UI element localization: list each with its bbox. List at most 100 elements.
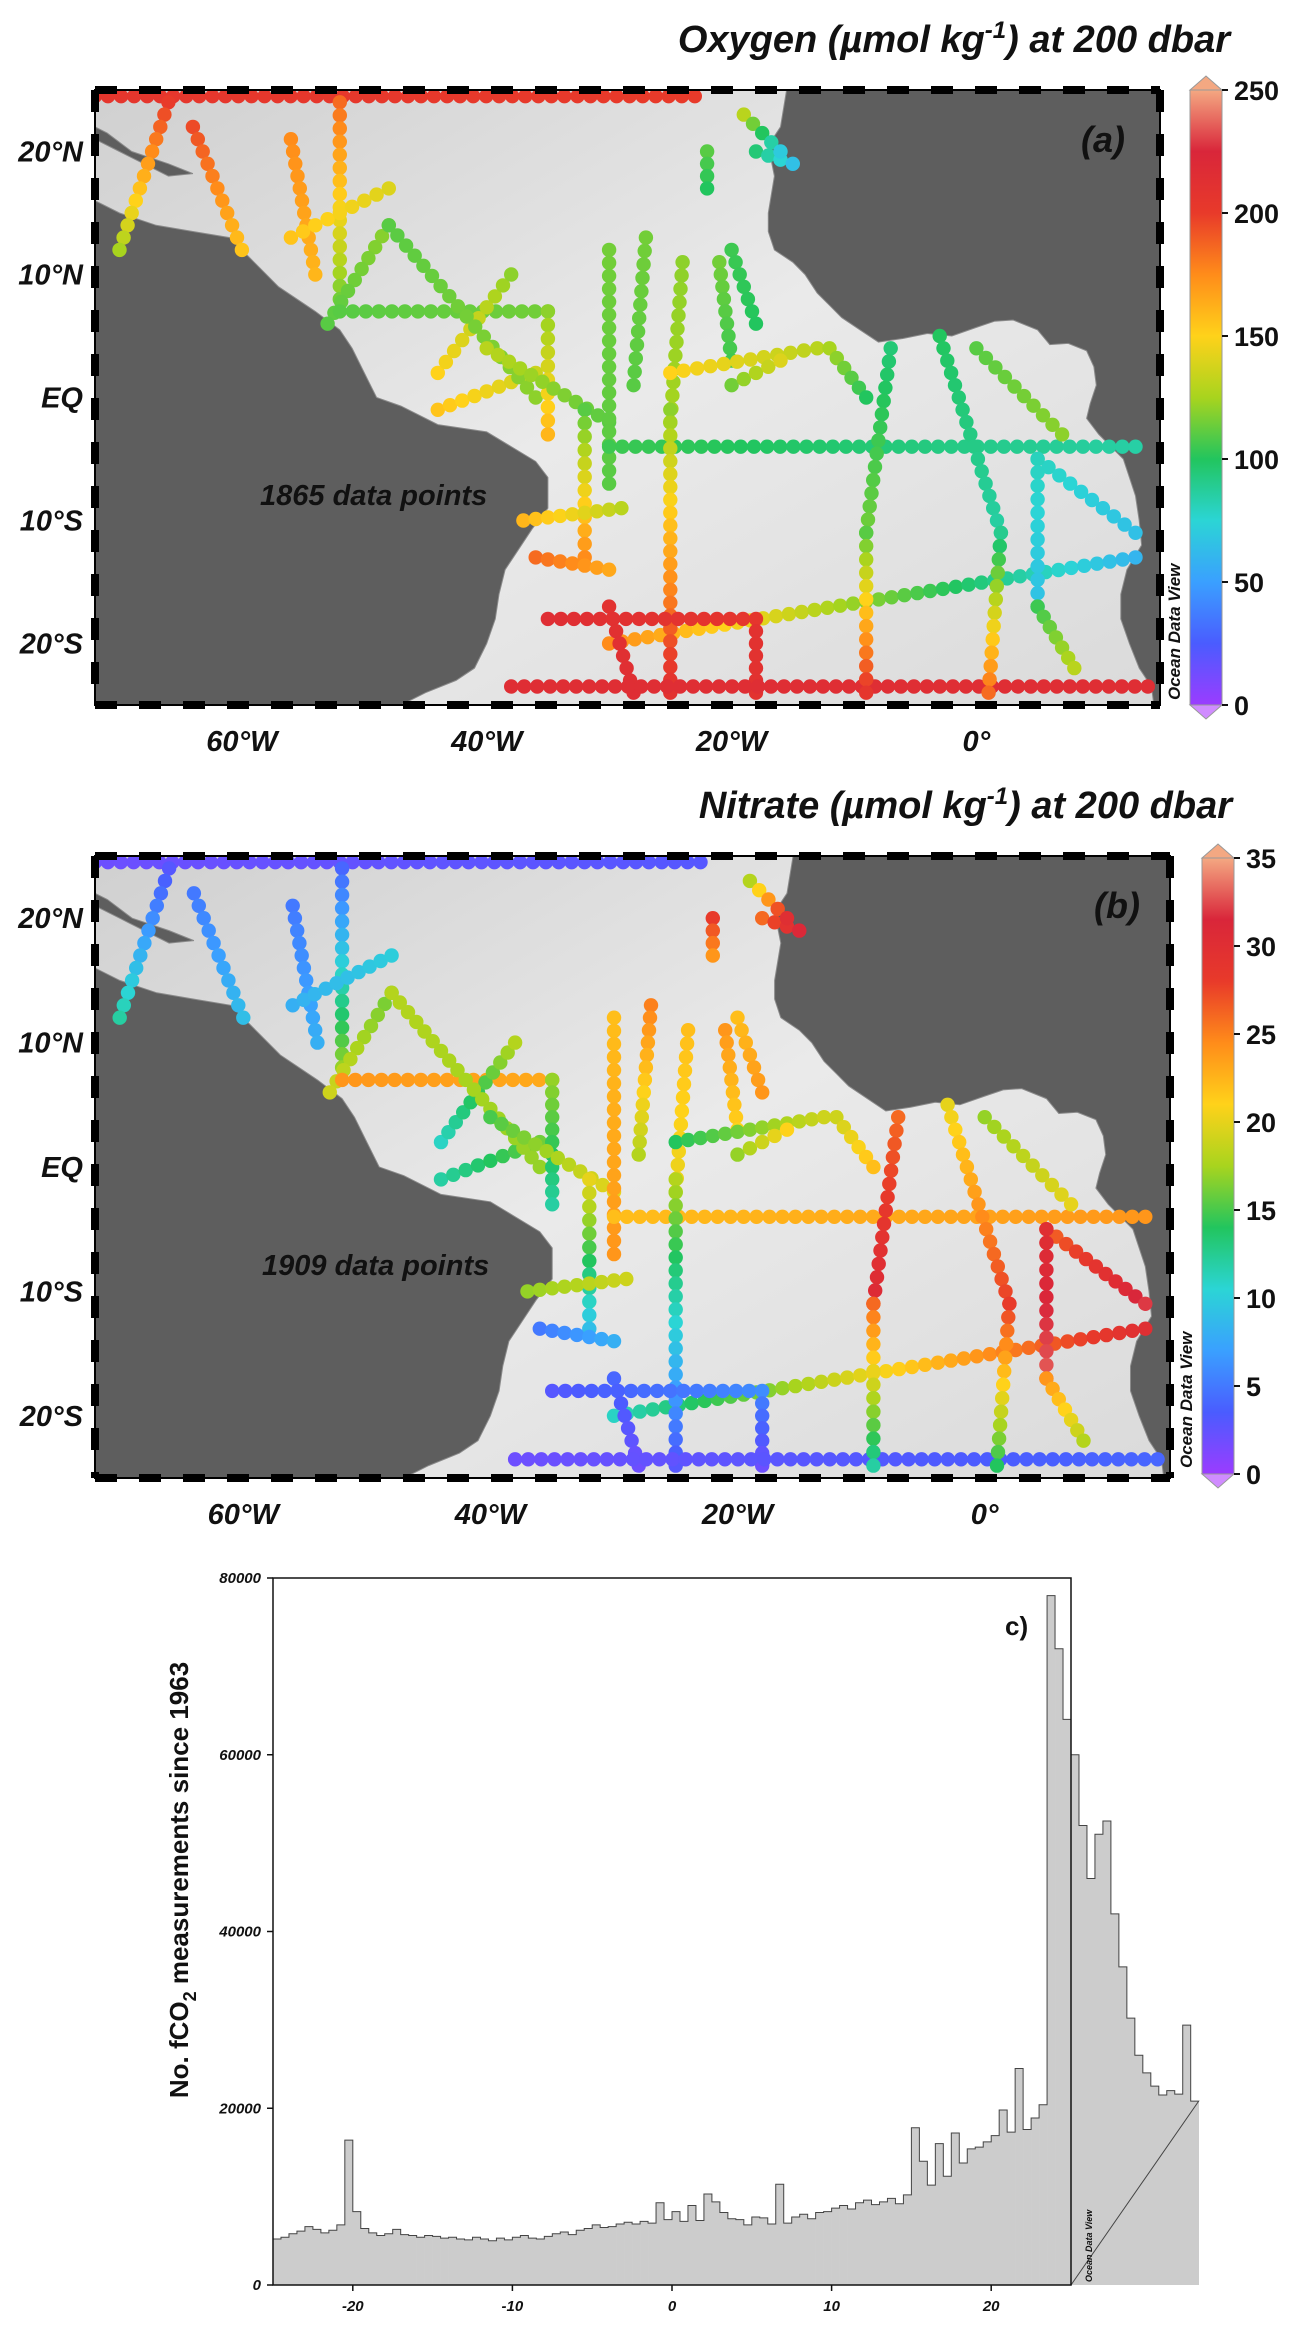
data-point bbox=[663, 402, 678, 417]
data-point bbox=[577, 429, 592, 444]
histogram-bar bbox=[895, 2203, 904, 2285]
frame-tick-bottom bbox=[447, 701, 469, 709]
data-point bbox=[556, 679, 571, 694]
data-point bbox=[755, 1134, 770, 1150]
data-point bbox=[356, 1029, 372, 1045]
data-point bbox=[625, 1452, 641, 1467]
data-point bbox=[370, 1007, 385, 1023]
data-point bbox=[814, 1374, 829, 1390]
data-point bbox=[612, 1452, 628, 1467]
data-point bbox=[705, 948, 720, 963]
data-point bbox=[387, 90, 403, 104]
data-point bbox=[959, 1159, 975, 1175]
data-point bbox=[512, 856, 528, 870]
data-point bbox=[995, 1391, 1010, 1406]
data-point bbox=[606, 1233, 622, 1249]
data-point bbox=[446, 343, 462, 359]
frame-tick-top bbox=[1019, 852, 1041, 860]
histogram-bar bbox=[1078, 1825, 1088, 2285]
data-point bbox=[185, 119, 201, 135]
histogram-bar bbox=[672, 2211, 681, 2285]
data-point bbox=[750, 1072, 766, 1088]
data-point bbox=[524, 367, 539, 383]
data-point bbox=[305, 255, 321, 270]
data-point bbox=[663, 428, 678, 443]
histogram-bar bbox=[751, 2216, 761, 2285]
data-point bbox=[582, 679, 597, 694]
data-point bbox=[343, 1052, 358, 1067]
data-point bbox=[558, 1383, 573, 1399]
data-point bbox=[340, 283, 356, 299]
data-point bbox=[680, 1022, 696, 1038]
data-point bbox=[697, 1209, 712, 1225]
data-point bbox=[948, 579, 963, 594]
data-point bbox=[332, 95, 347, 110]
data-point bbox=[334, 1007, 350, 1022]
data-point bbox=[390, 228, 405, 243]
frame-tick-left bbox=[91, 1472, 99, 1478]
histogram-bar bbox=[727, 2218, 737, 2285]
data-point bbox=[1008, 1209, 1023, 1225]
data-point bbox=[606, 1181, 622, 1196]
data-point bbox=[601, 359, 617, 374]
frame-tick-top bbox=[1151, 86, 1160, 94]
data-point bbox=[442, 1053, 457, 1068]
data-point bbox=[295, 224, 311, 239]
data-point bbox=[582, 1307, 597, 1323]
histogram-bar bbox=[416, 2237, 425, 2285]
histogram-bar bbox=[664, 2219, 673, 2285]
frame-tick-right bbox=[1156, 354, 1164, 376]
data-point bbox=[351, 964, 366, 980]
data-point bbox=[292, 935, 307, 951]
data-point bbox=[752, 883, 767, 898]
data-point bbox=[430, 402, 445, 417]
data-point bbox=[866, 1444, 881, 1460]
data-point bbox=[707, 439, 722, 454]
data-point bbox=[986, 1246, 1002, 1262]
data-point bbox=[679, 1036, 695, 1051]
data-point bbox=[635, 270, 650, 286]
data-point bbox=[601, 333, 617, 348]
histogram-bar bbox=[1023, 2129, 1032, 2285]
data-point bbox=[196, 911, 211, 926]
data-point bbox=[334, 901, 350, 916]
data-point bbox=[1039, 1235, 1054, 1251]
data-point bbox=[704, 1452, 719, 1467]
data-point bbox=[495, 1148, 510, 1164]
data-point bbox=[789, 679, 805, 694]
frame-tick-right bbox=[1166, 988, 1174, 1010]
frame-tick-left bbox=[91, 900, 99, 922]
data-point bbox=[702, 1383, 717, 1399]
data-point bbox=[859, 390, 874, 405]
data-point bbox=[416, 258, 431, 273]
histogram-bar bbox=[544, 2236, 553, 2285]
data-point bbox=[699, 144, 715, 159]
data-point bbox=[748, 365, 764, 381]
histogram-bar bbox=[775, 2184, 785, 2285]
frame-tick-right bbox=[1166, 856, 1174, 878]
frame-tick-right bbox=[1156, 222, 1164, 244]
frame-tick-bottom bbox=[711, 1474, 733, 1482]
frame-tick-bottom bbox=[359, 701, 381, 709]
data-point bbox=[560, 1452, 575, 1467]
data-point bbox=[201, 923, 216, 938]
data-point bbox=[1084, 1452, 1100, 1467]
frame-tick-top bbox=[183, 852, 205, 860]
data-point bbox=[904, 1209, 920, 1225]
data-point bbox=[120, 985, 136, 1000]
data-point bbox=[901, 1452, 916, 1467]
data-point bbox=[728, 1383, 744, 1399]
data-point bbox=[833, 598, 848, 613]
data-point bbox=[628, 439, 643, 454]
data-point bbox=[332, 252, 347, 267]
data-point bbox=[606, 1036, 622, 1052]
data-point bbox=[880, 1190, 895, 1205]
data-point bbox=[862, 499, 877, 514]
data-point bbox=[534, 1452, 549, 1467]
data-point bbox=[676, 1076, 692, 1092]
data-point bbox=[990, 1444, 1006, 1460]
data-point bbox=[663, 595, 678, 610]
data-point bbox=[680, 1132, 696, 1148]
data-point bbox=[294, 948, 309, 963]
data-point bbox=[466, 1082, 482, 1097]
